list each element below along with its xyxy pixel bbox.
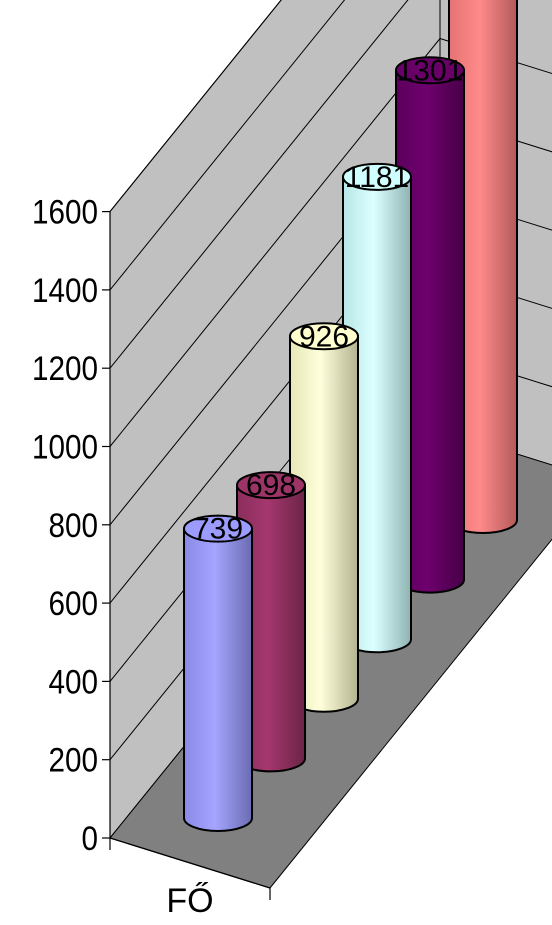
x-category-label: FŐ <box>166 882 213 920</box>
data-labels: 141813011181926698739 <box>193 54 464 546</box>
value-axis: 0 200 400 600 800 1000 1200 1400 1600 <box>32 194 111 858</box>
data-label: 1181 <box>345 161 410 194</box>
bar-top <box>395 56 465 85</box>
data-label: 739 <box>193 513 243 546</box>
data-label: 926 <box>299 320 349 353</box>
y-tick-label: 800 <box>49 507 99 545</box>
gridline <box>109 0 409 369</box>
bar-top <box>236 471 306 500</box>
bar-top <box>289 322 359 351</box>
bar-series-1 <box>183 514 253 832</box>
data-label: 1301 <box>397 54 464 87</box>
bars <box>183 0 518 832</box>
category-axis: FŐ <box>109 837 271 920</box>
y-tick-label: 400 <box>49 663 99 701</box>
gridline <box>109 0 346 291</box>
bar-top <box>342 162 412 191</box>
y-tick-label: 1400 <box>32 272 98 310</box>
y-tick-label: 1600 <box>32 194 98 232</box>
y-tick-label: 0 <box>82 820 99 858</box>
y-tick-label: 1000 <box>32 429 98 467</box>
bar-body <box>183 527 253 832</box>
data-label: 698 <box>246 469 296 502</box>
y-tick-label: 1200 <box>32 350 98 388</box>
bar-top <box>183 514 253 543</box>
y-tick-label: 200 <box>49 742 99 780</box>
gridline <box>109 38 441 447</box>
gridline <box>109 0 282 212</box>
x-axis-line <box>109 837 271 889</box>
y-tick-label: 600 <box>49 585 99 623</box>
